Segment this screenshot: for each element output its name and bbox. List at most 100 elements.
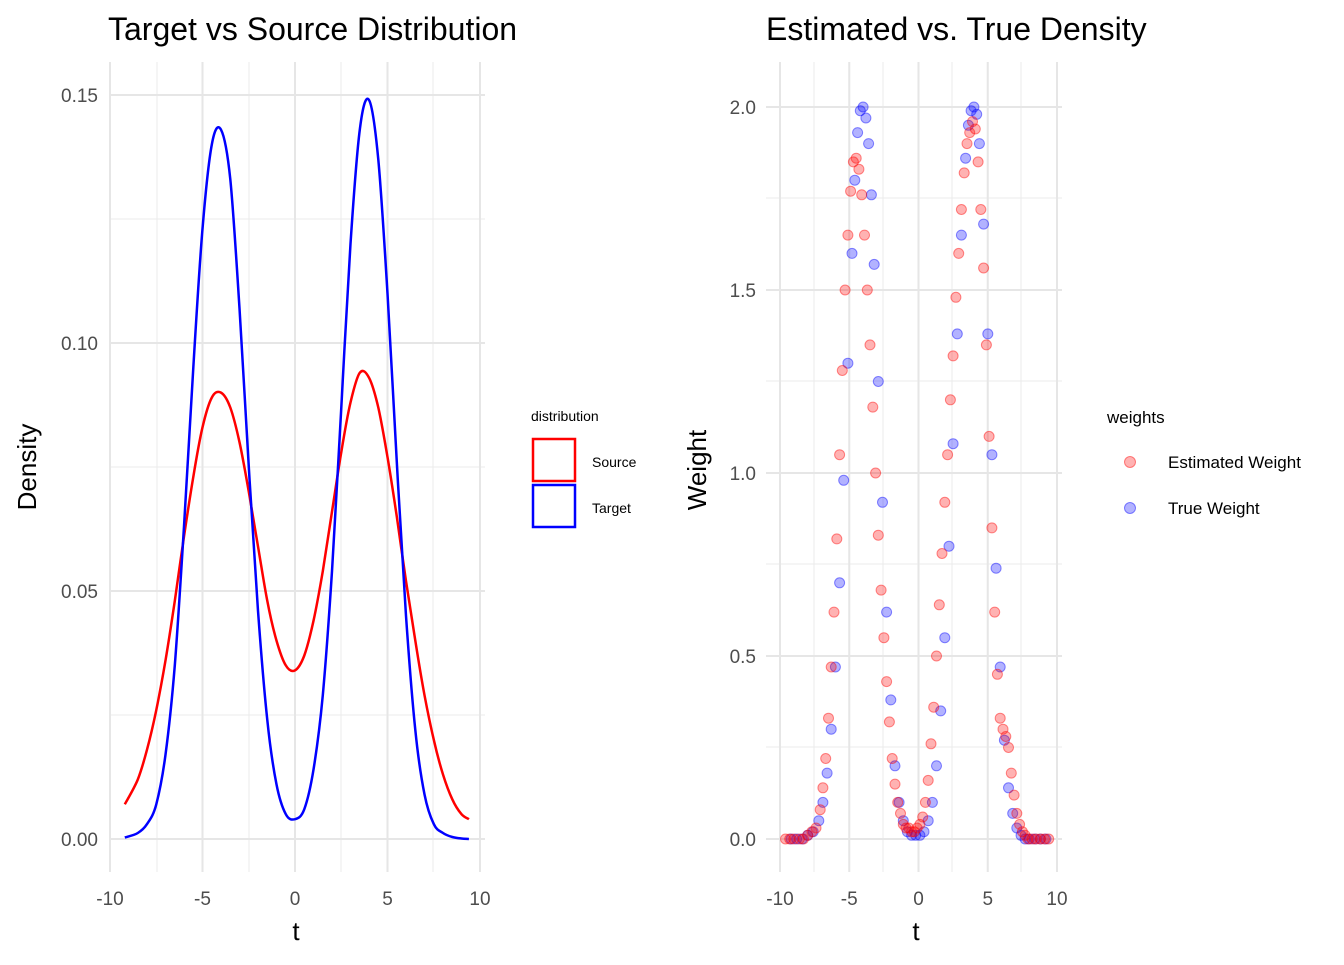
x-tick-label: 10 bbox=[469, 889, 490, 910]
point-true-weight bbox=[817, 796, 829, 808]
point-estimated-weight bbox=[847, 156, 859, 168]
x-tick-label: -10 bbox=[766, 889, 793, 910]
point-true-weight bbox=[796, 833, 808, 845]
point-true-weight bbox=[960, 152, 972, 164]
point-true-weight bbox=[1003, 782, 1014, 794]
point-estimated-weight bbox=[928, 701, 940, 713]
point-true-weight bbox=[785, 833, 797, 845]
point-true-weight bbox=[852, 127, 864, 139]
point-true-weight bbox=[1015, 829, 1027, 841]
left-series-lines bbox=[123, 97, 470, 841]
point-estimated-weight bbox=[856, 189, 868, 201]
point-estimated-weight bbox=[980, 339, 992, 351]
point-estimated-weight bbox=[967, 116, 978, 128]
point-estimated-weight bbox=[802, 829, 814, 841]
point-true-weight bbox=[807, 826, 819, 838]
point-estimated-weight bbox=[831, 533, 843, 545]
point-true-weight bbox=[910, 829, 922, 841]
right-tick-labels: -10 -5 0 5 10 0.0 0.5 1.0 1.5 2.0 bbox=[730, 98, 1068, 910]
point-estimated-weight bbox=[892, 796, 904, 808]
point-true-weight bbox=[842, 357, 854, 369]
point-estimated-weight bbox=[1014, 818, 1026, 830]
point-true-weight bbox=[1007, 807, 1019, 819]
y-tick-label: 0.00 bbox=[61, 830, 98, 851]
point-true-weight bbox=[918, 826, 930, 838]
y-tick-label: 0.0 bbox=[730, 830, 756, 851]
point-estimated-weight bbox=[983, 430, 995, 442]
point-true-weight bbox=[865, 189, 877, 201]
point-estimated-weight bbox=[969, 123, 981, 135]
point-true-weight bbox=[825, 723, 837, 735]
point-estimated-weight bbox=[897, 818, 909, 830]
point-estimated-weight bbox=[1019, 829, 1031, 841]
point-true-weight bbox=[791, 833, 803, 845]
point-true-weight bbox=[846, 247, 858, 259]
point-estimated-weight bbox=[922, 774, 934, 786]
point-estimated-weight bbox=[931, 650, 942, 662]
point-estimated-weight bbox=[953, 247, 965, 259]
left-panel: Target vs Source Distribution -10 -5 0 5 10 0… bbox=[12, 11, 637, 946]
point-estimated-weight bbox=[961, 138, 973, 150]
point-true-weight bbox=[872, 376, 884, 387]
point-estimated-weight bbox=[788, 833, 800, 845]
point-estimated-weight bbox=[991, 668, 1003, 680]
point-estimated-weight bbox=[917, 811, 929, 823]
point-true-weight bbox=[863, 138, 875, 150]
point-true-weight bbox=[986, 449, 998, 461]
point-true-weight bbox=[838, 474, 850, 486]
point-true-weight bbox=[968, 101, 980, 113]
point-estimated-weight bbox=[861, 284, 873, 296]
point-estimated-weight bbox=[1016, 826, 1028, 838]
point-estimated-weight bbox=[793, 833, 805, 845]
point-estimated-weight bbox=[919, 796, 931, 808]
point-estimated-weight bbox=[820, 753, 832, 764]
point-estimated-weight bbox=[834, 449, 846, 461]
point-estimated-weight bbox=[978, 262, 990, 274]
left-tick-labels: -10 -5 0 5 10 0.00 0.05 0.10 0.15 bbox=[61, 86, 491, 910]
x-tick-label: 0 bbox=[913, 889, 924, 910]
point-estimated-weight bbox=[933, 599, 945, 611]
point-estimated-weight bbox=[994, 712, 1006, 724]
point-true-weight bbox=[998, 734, 1010, 746]
point-estimated-weight bbox=[828, 606, 840, 618]
point-estimated-weight bbox=[914, 818, 926, 830]
point-estimated-weight bbox=[1008, 789, 1020, 801]
y-tick-label: 1.0 bbox=[730, 464, 756, 485]
right-scatter-points bbox=[780, 101, 1055, 845]
point-true-weight bbox=[834, 577, 846, 589]
y-tick-label: 0.5 bbox=[730, 647, 756, 668]
point-estimated-weight bbox=[867, 401, 879, 413]
point-estimated-weight bbox=[864, 339, 876, 351]
point-estimated-weight bbox=[906, 826, 918, 838]
point-true-weight bbox=[994, 661, 1006, 673]
y-tick-label: 0.15 bbox=[61, 86, 98, 107]
point-estimated-weight bbox=[825, 661, 837, 673]
point-true-weight bbox=[982, 328, 994, 340]
point-true-weight bbox=[885, 694, 897, 706]
point-true-weight bbox=[893, 796, 905, 808]
point-estimated-weight bbox=[936, 548, 948, 559]
point-estimated-weight bbox=[900, 822, 912, 834]
y-tick-label: 2.0 bbox=[730, 98, 756, 119]
point-estimated-weight bbox=[1003, 742, 1014, 753]
point-estimated-weight bbox=[1039, 833, 1050, 845]
point-estimated-weight bbox=[947, 350, 959, 362]
x-tick-label: -5 bbox=[841, 889, 858, 910]
point-estimated-weight bbox=[806, 826, 818, 838]
left-chart-title: Target vs Source Distribution bbox=[108, 11, 517, 47]
point-true-weight bbox=[860, 112, 872, 124]
point-true-weight bbox=[857, 101, 869, 113]
point-estimated-weight bbox=[986, 522, 998, 534]
right-legend-title: weights bbox=[1106, 408, 1165, 427]
legend-label-target: Target bbox=[592, 500, 631, 516]
point-estimated-weight bbox=[814, 804, 826, 816]
point-true-weight bbox=[931, 760, 942, 772]
right-gridlines bbox=[766, 62, 1062, 872]
point-estimated-weight bbox=[903, 822, 915, 834]
point-estimated-weight bbox=[784, 833, 796, 845]
point-true-weight bbox=[951, 328, 963, 340]
point-true-weight bbox=[802, 829, 814, 841]
point-estimated-weight bbox=[823, 712, 834, 724]
